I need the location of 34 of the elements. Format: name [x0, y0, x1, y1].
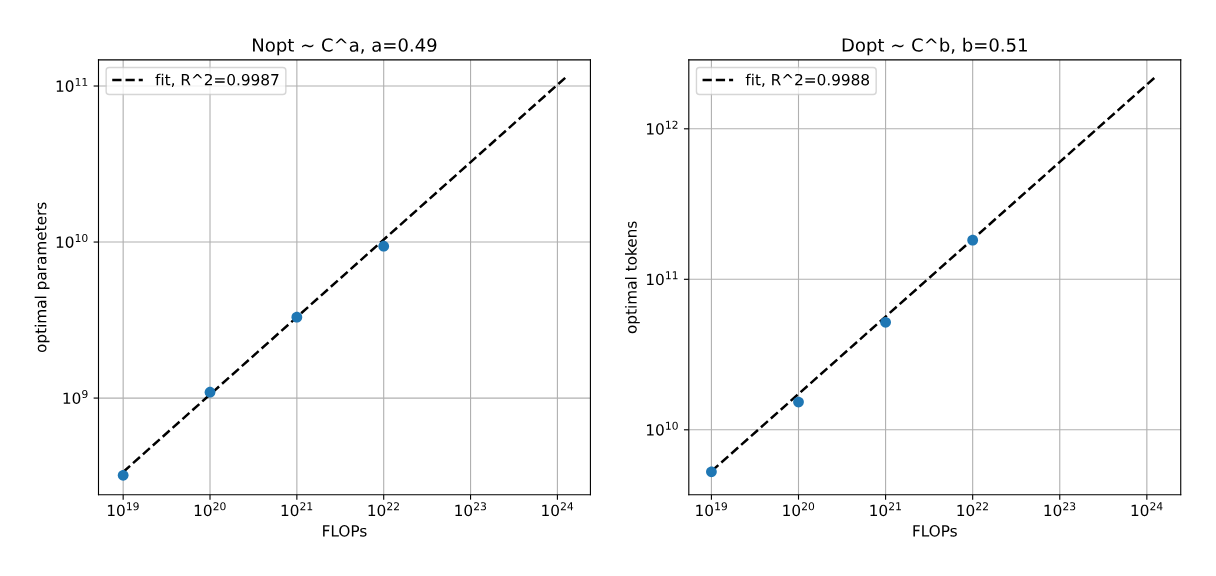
x-tick-label: 10$^{24}$: [542, 502, 574, 517]
point: [706, 466, 717, 478]
x-tick-label: 10$^{24}$: [1131, 502, 1163, 517]
x-tick-label: 10$^{23}$: [1044, 502, 1076, 517]
legend-label: fit, R^2=0.9987: [155, 73, 279, 88]
x-tick-label: 10$^{20}$: [783, 502, 815, 517]
x-tick-label: 10$^{22}$: [957, 502, 988, 517]
x-axis-title: FLOPs: [913, 525, 957, 537]
y-tick-label: 10$^{11}$: [56, 78, 88, 92]
x-tick-label: 10$^{20}$: [194, 502, 226, 517]
point: [967, 234, 979, 246]
y-axis-title: optimal tokens: [624, 221, 640, 334]
x-axis-title: FLOPs: [323, 525, 367, 537]
point: [793, 396, 804, 408]
x-tick-label: 10$^{22}$: [368, 502, 399, 517]
x-tick-label: 10$^{19}$: [696, 502, 727, 517]
point: [880, 316, 891, 328]
x-tick-label: 10$^{23}$: [455, 502, 487, 517]
point: [204, 386, 216, 398]
chart-title: Nopt ~ C^a, a=0.49: [253, 38, 437, 56]
point: [378, 240, 390, 252]
y-tick-label: 10$^{12}$: [647, 120, 678, 135]
x-tick-label: 10$^{19}$: [107, 502, 139, 517]
x-tick-label: 10$^{21}$: [870, 502, 901, 517]
y-tick-label: 10$^{11}$: [647, 271, 678, 286]
point: [117, 469, 129, 481]
x-tick-label: 10$^{21}$: [281, 502, 313, 517]
y-tick-label: 10$^{10}$: [56, 233, 88, 248]
y-tick-label: 10$^{10}$: [647, 421, 678, 436]
y-axis-title: optimal parameters: [34, 202, 50, 353]
legend-label: fit, R^2=0.9988: [745, 73, 870, 88]
chart-title: Dopt ~ C^b, b=0.51: [842, 37, 1027, 56]
point: [291, 311, 303, 323]
y-tick-label: 10$^{9}$: [63, 389, 88, 404]
